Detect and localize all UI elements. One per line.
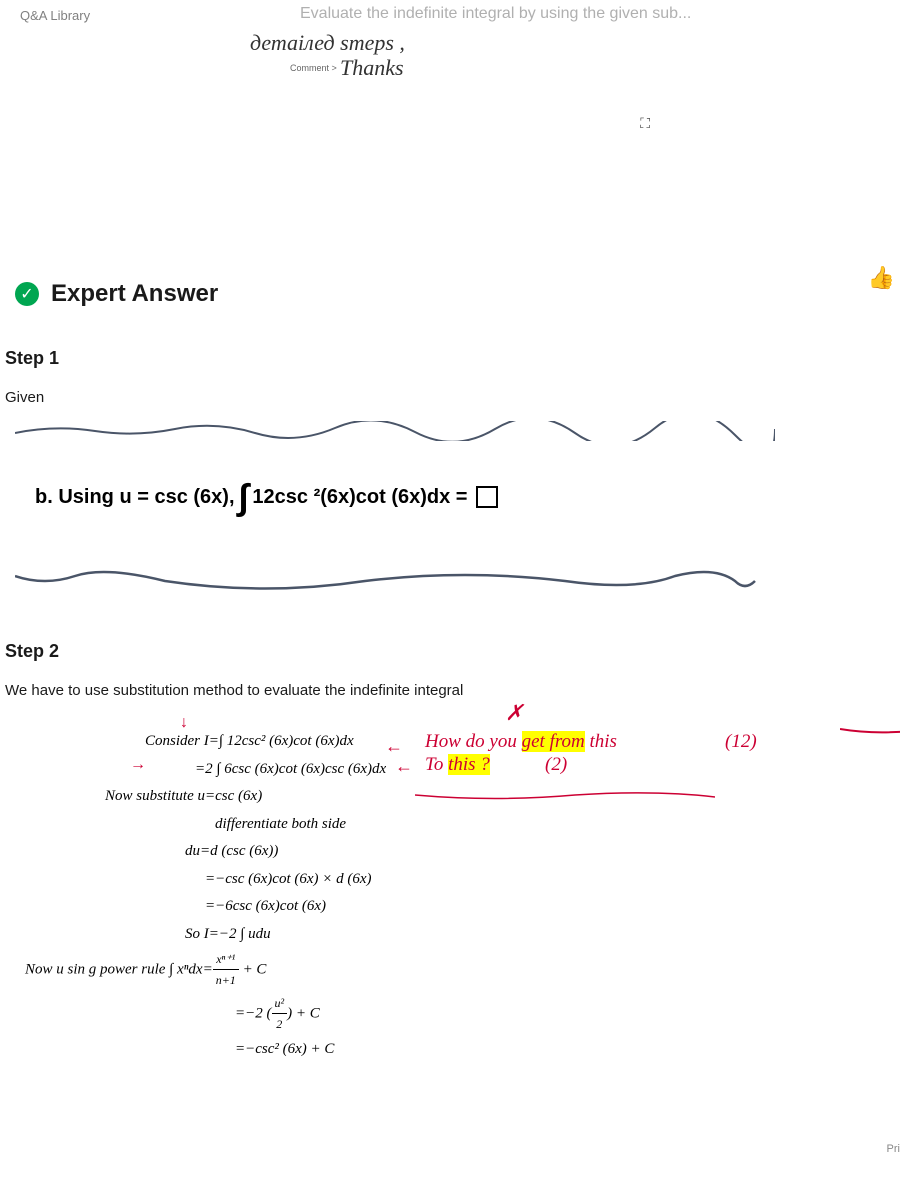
- annot2b: this ?: [448, 754, 490, 775]
- qa-library-breadcrumb[interactable]: Q&A Library: [20, 8, 90, 23]
- handwritten-detailed-steps: детаілед ѕтерѕ ,: [250, 30, 405, 56]
- math-line-10-suffix: ) + C: [287, 1005, 320, 1021]
- math-line-9-suffix: + C: [239, 961, 267, 977]
- frac-num-10: u²: [272, 993, 288, 1014]
- problem-statement: b. Using u = csc (6x), ∫ 12csc ²(6x)cot …: [35, 476, 498, 518]
- annotation-paren-12: (12): [725, 726, 757, 758]
- given-label: Given: [5, 389, 900, 406]
- problem-prefix: b. Using u = csc (6x),: [35, 486, 235, 509]
- red-arrow-2: ←: [395, 751, 413, 782]
- page-title-faded: Evaluate the indefinite integral by usin…: [300, 5, 691, 23]
- answer-box[interactable]: [476, 486, 498, 508]
- integral-symbol: ∫: [239, 476, 249, 518]
- red-underline-curve: [415, 787, 715, 807]
- math-work-area: ↓ Consider I=∫ 12csc² (6x)cot (6x)dx → =…: [105, 729, 900, 1062]
- red-curve-line: [840, 694, 900, 744]
- math-line-10: =−2 (u²2) + C: [235, 993, 900, 1035]
- math-line-5: du=d (csc (6x)): [185, 839, 900, 865]
- frac-num-9: xⁿ⁺¹: [213, 949, 239, 970]
- math-line-9: Now u sin g power rule ∫ xⁿdx=xⁿ⁺¹n+1 + …: [25, 949, 900, 991]
- annot1c: this: [585, 731, 617, 752]
- handwritten-thanks: Thanks: [340, 55, 404, 81]
- step2-intro: We have to use substitution method to ev…: [5, 682, 900, 699]
- red-arrow-down: ↓: [180, 709, 188, 736]
- math-line-11: =−csc² (6x) + C: [235, 1037, 900, 1063]
- check-icon: ✓: [15, 282, 39, 306]
- expert-answer-title: Expert Answer: [51, 280, 218, 308]
- math-line-6: =−csc (6x)cot (6x) × d (6x): [205, 867, 900, 893]
- privacy-link-partial[interactable]: Pri: [887, 1143, 900, 1155]
- red-annotation-2: To this ?: [425, 749, 490, 781]
- problem-main: 12csc ²(6x)cot (6x)dx =: [252, 486, 467, 509]
- step1-label: Step 1: [5, 348, 900, 369]
- math-line-9-prefix: Now u sin g power rule ∫ xⁿdx=: [25, 961, 213, 977]
- math-line-4: differentiate both side: [215, 812, 900, 838]
- math-line-7: =−6csc (6x)cot (6x): [205, 894, 900, 920]
- expert-answer-header: ✓ Expert Answer: [15, 280, 900, 308]
- frac-den-10: 2: [272, 1014, 288, 1034]
- wavy-line-bottom: [15, 561, 775, 601]
- math-line-10-prefix: =−2 (: [235, 1005, 272, 1021]
- annot2a: To: [425, 754, 448, 775]
- wavy-line-top: [15, 421, 775, 441]
- thumbs-up-icon[interactable]: 👍: [868, 265, 895, 291]
- problem-image-region: b. Using u = csc (6x), ∫ 12csc ²(6x)cot …: [5, 421, 895, 601]
- comment-label[interactable]: Comment >: [290, 63, 337, 73]
- frac-den-9: n+1: [213, 970, 239, 990]
- math-line-8: So I=−2 ∫ udu: [185, 922, 900, 948]
- annotation-paren-2: (2): [545, 749, 567, 781]
- step2-label: Step 2: [5, 641, 900, 662]
- red-arrow-right: →: [130, 751, 146, 778]
- expand-icon[interactable]: ⛶: [640, 115, 650, 132]
